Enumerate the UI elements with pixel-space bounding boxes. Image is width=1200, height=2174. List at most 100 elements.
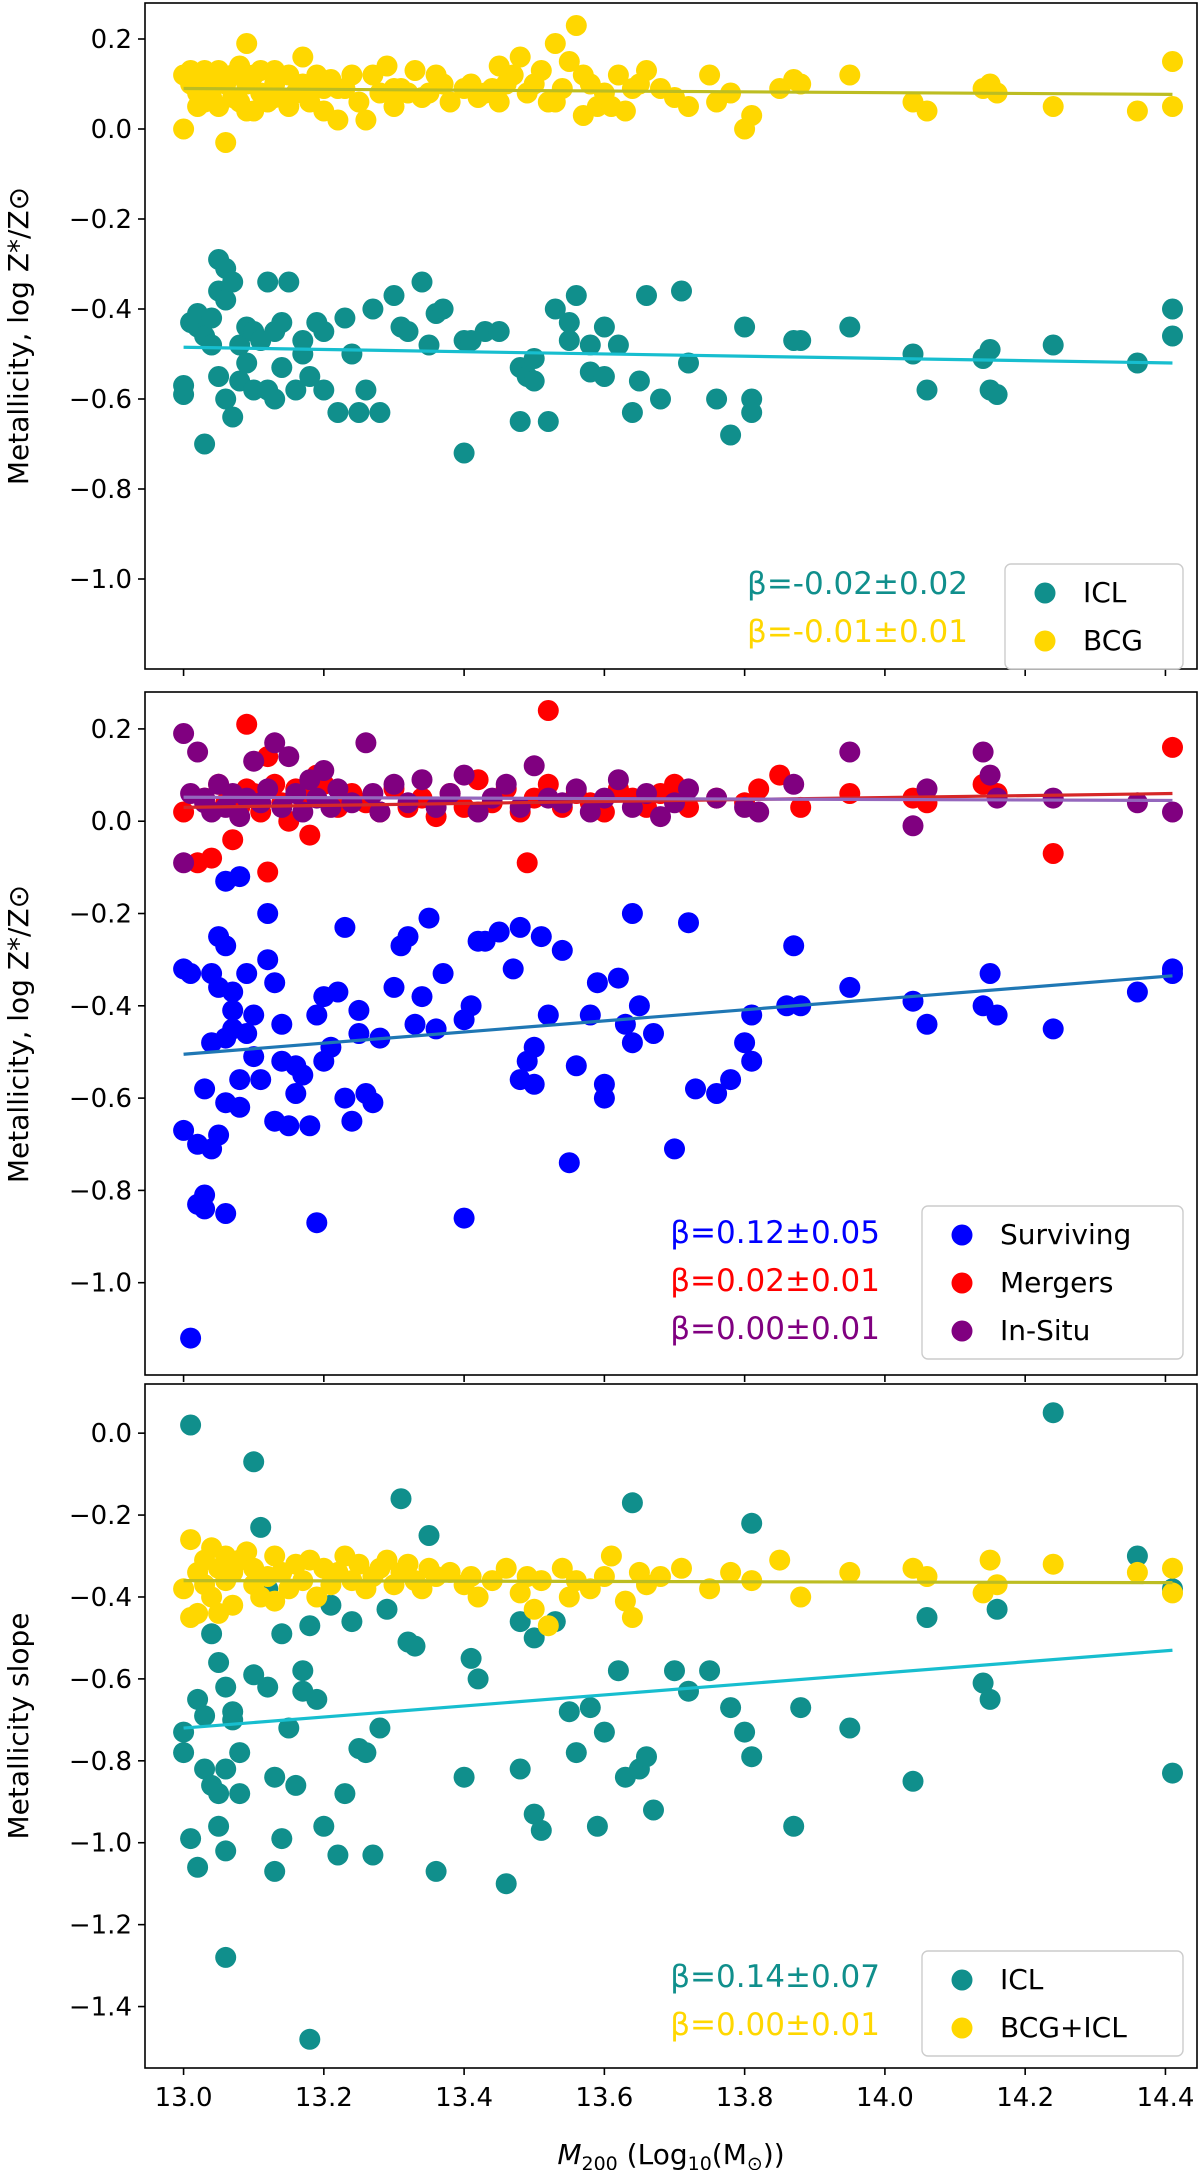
scatter-point — [523, 1803, 545, 1825]
scatter-point — [257, 778, 279, 800]
scatter-point — [979, 764, 1001, 786]
panel-bottom-ylabel: Metallicity slope — [2, 1613, 35, 1840]
scatter-point — [579, 334, 601, 356]
scatter-point — [523, 370, 545, 392]
scatter-point — [208, 1652, 230, 1673]
scatter-point — [341, 1110, 363, 1132]
scatter-point — [636, 60, 657, 81]
scatter-point — [257, 861, 279, 883]
scatter-point — [341, 1611, 363, 1633]
scatter-point — [1162, 96, 1183, 117]
scatter-point — [299, 2028, 321, 2050]
scatter-point — [439, 1561, 461, 1583]
scatter-point — [636, 285, 657, 306]
scatter-point — [523, 1073, 545, 1095]
scatter-point — [495, 1873, 517, 1895]
scatter-point — [558, 312, 580, 333]
scatter-point — [383, 285, 405, 306]
scatter-point — [404, 1013, 426, 1035]
scatter-point — [979, 1549, 1001, 1571]
scatter-point — [341, 792, 363, 814]
scatter-point — [769, 1549, 791, 1571]
scatter-point — [986, 1574, 1008, 1596]
scatter-point — [1162, 963, 1183, 984]
scatter-point — [271, 312, 293, 333]
scatter-point — [720, 1697, 742, 1719]
scatter-point — [215, 132, 237, 153]
scatter-point — [748, 801, 770, 823]
scatter-point — [636, 1746, 657, 1768]
scatter-point — [986, 1598, 1008, 1620]
scatter-point — [650, 388, 671, 410]
scatter-point — [706, 388, 728, 410]
scatter-point — [839, 64, 861, 86]
scatter-point — [306, 1004, 328, 1026]
scatter-point — [264, 1545, 286, 1567]
scatter-point — [678, 778, 699, 800]
legend-marker — [951, 1969, 973, 1991]
scatter-point — [264, 1590, 286, 1612]
scatter-point — [607, 769, 629, 791]
scatter-point — [558, 330, 580, 351]
scatter-point — [790, 1586, 812, 1608]
y-tick-label: −0.8 — [69, 1176, 132, 1206]
scatter-point — [509, 1582, 531, 1604]
scatter-point — [194, 60, 216, 81]
scatter-point — [1162, 736, 1183, 758]
scatter-point — [607, 64, 629, 86]
scatter-point — [208, 366, 230, 387]
scatter-point — [537, 411, 559, 432]
scatter-point — [643, 1799, 664, 1821]
scatter-point — [1042, 1553, 1064, 1575]
scatter-point — [1126, 100, 1148, 122]
scatter-point — [404, 60, 426, 81]
scatter-point — [558, 1701, 580, 1723]
scatter-point — [664, 1138, 685, 1160]
scatter-point — [313, 321, 335, 342]
scatter-point — [523, 1627, 545, 1649]
scatter-point — [628, 370, 650, 392]
scatter-point — [544, 33, 566, 54]
scatter-point — [502, 958, 524, 980]
scatter-point — [720, 1561, 742, 1583]
legend-label: BCG — [1083, 624, 1143, 657]
scatter-point — [369, 1717, 391, 1739]
scatter-point — [243, 1451, 265, 1473]
scatter-point — [1042, 1402, 1064, 1424]
y-tick-label: −0.8 — [69, 1747, 132, 1777]
scatter-point — [236, 352, 258, 374]
fit-line — [183, 974, 1173, 1056]
scatter-point — [411, 1578, 433, 1600]
scatter-point — [411, 986, 433, 1008]
y-tick-label: 0.2 — [91, 25, 132, 55]
scatter-point — [264, 732, 286, 754]
scatter-point — [1162, 1582, 1183, 1604]
fit-line — [183, 1578, 1173, 1585]
scatter-point — [741, 105, 763, 126]
y-tick-label: −1.0 — [69, 1829, 132, 1859]
y-tick-label: −1.0 — [69, 1269, 132, 1299]
scatter-point — [783, 935, 805, 957]
scatter-point — [194, 1198, 216, 1220]
scatter-point — [222, 999, 244, 1021]
scatter-point — [453, 1207, 475, 1229]
scatter-point — [621, 402, 643, 423]
scatter-point — [278, 1115, 300, 1137]
scatter-point — [334, 307, 356, 329]
scatter-point — [201, 1623, 223, 1645]
legend-marker — [951, 1224, 973, 1246]
x-tick-label: 13.0 — [155, 2083, 213, 2113]
scatter-point — [509, 1758, 531, 1780]
scatter-point — [734, 316, 756, 338]
scatter-point — [201, 334, 223, 356]
scatter-point — [650, 806, 671, 828]
scatter-point — [600, 1545, 622, 1567]
scatter-point — [187, 741, 209, 763]
scatter-point — [509, 411, 531, 432]
scatter-point — [720, 424, 742, 446]
slope-annotation: β=-0.02±0.02 — [747, 566, 968, 602]
scatter-point — [250, 1516, 272, 1538]
scatter-point — [916, 1607, 938, 1628]
scatter-point — [558, 1152, 580, 1174]
